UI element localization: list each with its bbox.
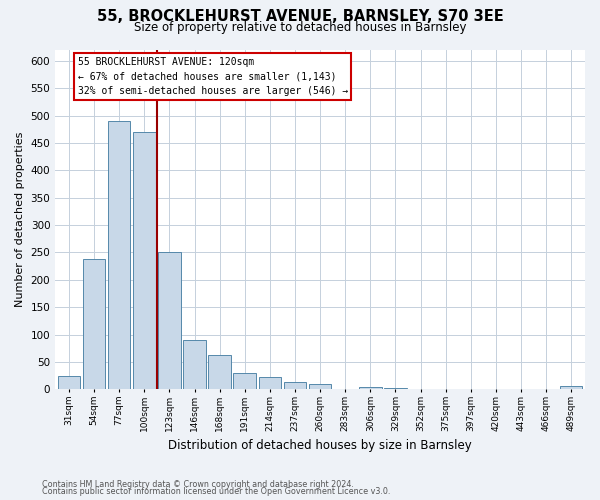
Bar xyxy=(83,259,106,389)
Bar xyxy=(560,386,583,389)
Bar xyxy=(158,252,181,389)
Bar xyxy=(58,376,80,389)
Bar xyxy=(133,132,155,389)
Bar xyxy=(108,121,130,389)
Bar xyxy=(384,388,407,389)
Text: 55, BROCKLEHURST AVENUE, BARNSLEY, S70 3EE: 55, BROCKLEHURST AVENUE, BARNSLEY, S70 3… xyxy=(97,9,503,24)
Bar xyxy=(259,377,281,389)
Text: Contains public sector information licensed under the Open Government Licence v3: Contains public sector information licen… xyxy=(42,487,391,496)
Bar xyxy=(309,384,331,389)
Bar xyxy=(284,382,306,389)
Text: Contains HM Land Registry data © Crown copyright and database right 2024.: Contains HM Land Registry data © Crown c… xyxy=(42,480,354,489)
Bar xyxy=(233,373,256,389)
Bar xyxy=(359,386,382,389)
Y-axis label: Number of detached properties: Number of detached properties xyxy=(15,132,25,308)
X-axis label: Distribution of detached houses by size in Barnsley: Distribution of detached houses by size … xyxy=(168,440,472,452)
Bar xyxy=(183,340,206,389)
Bar xyxy=(208,355,231,389)
Text: 55 BROCKLEHURST AVENUE: 120sqm
← 67% of detached houses are smaller (1,143)
32% : 55 BROCKLEHURST AVENUE: 120sqm ← 67% of … xyxy=(78,56,348,96)
Bar xyxy=(409,388,432,389)
Text: Size of property relative to detached houses in Barnsley: Size of property relative to detached ho… xyxy=(134,21,466,34)
Bar xyxy=(434,388,457,389)
